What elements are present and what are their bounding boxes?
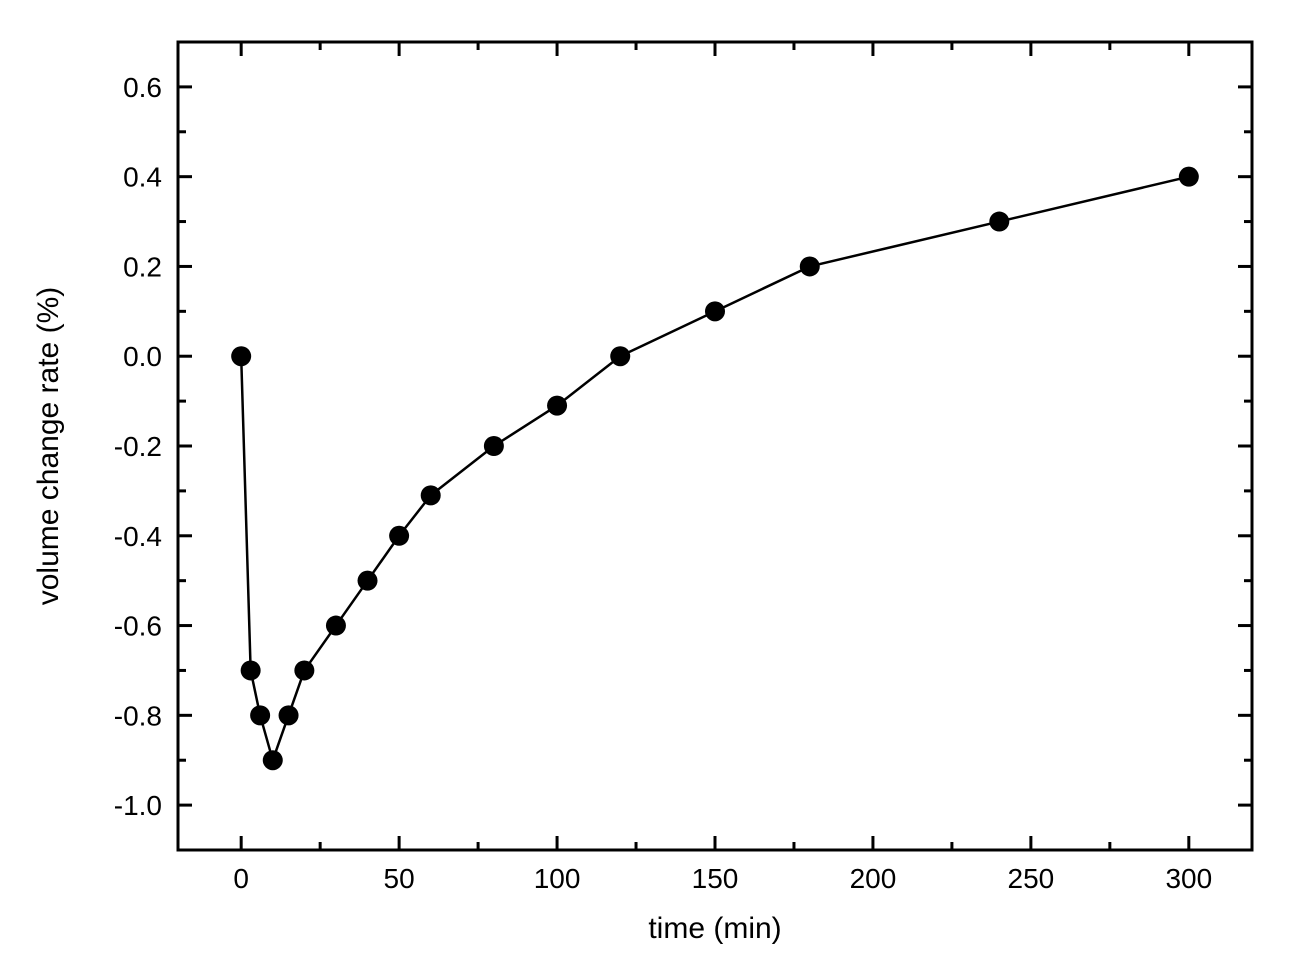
data-point xyxy=(326,616,346,636)
data-point xyxy=(250,705,270,725)
y-tick-label: -0.6 xyxy=(114,611,162,642)
y-tick-label: 0.0 xyxy=(123,341,162,372)
y-tick-label: 0.2 xyxy=(123,251,162,282)
data-point xyxy=(279,705,299,725)
x-axis-label: time (min) xyxy=(648,912,781,945)
data-point xyxy=(263,750,283,770)
data-point xyxy=(294,660,314,680)
y-tick-label: -1.0 xyxy=(114,790,162,821)
data-point xyxy=(705,301,725,321)
data-point xyxy=(389,526,409,546)
data-point xyxy=(610,346,630,366)
data-point xyxy=(547,396,567,416)
x-tick-label: 250 xyxy=(1008,863,1055,894)
data-point xyxy=(1179,167,1199,187)
data-point xyxy=(484,436,504,456)
x-tick-label: 200 xyxy=(850,863,897,894)
chart-container: 0 50 100 150 200 250 300 -1.0 -0.8 -0.6 -0.4 -0.2 0.… xyxy=(0,0,1298,978)
y-tick-label: 0.6 xyxy=(123,72,162,103)
x-tick-label: 300 xyxy=(1165,863,1212,894)
volume-change-chart: 0 50 100 150 200 250 300 -1.0 -0.8 -0.6 -0.4 -0.2 0.… xyxy=(0,0,1298,978)
x-tick-label: 150 xyxy=(692,863,739,894)
data-point xyxy=(358,571,378,591)
data-point xyxy=(800,256,820,276)
y-tick-label: -0.4 xyxy=(114,521,162,552)
y-tick-label: -0.8 xyxy=(114,700,162,731)
data-point xyxy=(421,485,441,505)
y-tick-label: 0.4 xyxy=(123,162,162,193)
data-point xyxy=(231,346,251,366)
y-axis-label: volume change rate (%) xyxy=(32,287,65,606)
x-tick-label: 0 xyxy=(233,863,249,894)
data-point xyxy=(989,212,1009,232)
x-tick-label: 100 xyxy=(534,863,581,894)
y-tick-label: -0.2 xyxy=(114,431,162,462)
x-tick-label: 50 xyxy=(384,863,415,894)
data-point xyxy=(241,660,261,680)
